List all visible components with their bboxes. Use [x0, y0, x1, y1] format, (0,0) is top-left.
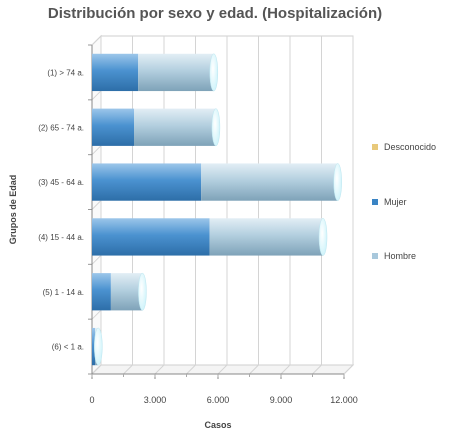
bar-mujer[interactable] [92, 163, 202, 201]
legend-label-hombre[interactable]: Hombre [384, 251, 416, 261]
category-label: (3) 45 - 64 a. [38, 178, 84, 187]
category-separator [91, 254, 102, 265]
chart-title: Distribución por sexo y edad. (Hospitali… [47, 5, 383, 22]
bar-hombre[interactable] [209, 218, 323, 256]
legend-label-mujer[interactable]: Mujer [384, 197, 407, 207]
legend-swatch-mujer [372, 199, 378, 205]
category-label: (1) > 74 a. [47, 68, 84, 77]
x-tick-label: 12.000 [330, 395, 358, 405]
x-tick-label: 3.000 [144, 395, 167, 405]
x-tick-label: 9.000 [270, 395, 293, 405]
bar-end-cap [138, 272, 147, 311]
bar-end-cap [211, 108, 221, 147]
legend-label-desconocido[interactable]: Desconocido [384, 142, 436, 152]
gridline-diag [280, 364, 291, 375]
y-axis-title: Grupos de Edad [8, 175, 18, 245]
bar-end-cap [318, 218, 328, 256]
bar-hombre[interactable] [134, 108, 216, 146]
legend-swatch-desconocido [372, 144, 378, 150]
bar-hombre[interactable] [138, 53, 214, 92]
bar-hombre[interactable] [201, 163, 338, 201]
category-label: (4) 15 - 44 a. [38, 233, 84, 242]
bar-mujer[interactable] [92, 53, 139, 92]
gridline-diag [249, 364, 259, 375]
category-label: (2) 65 - 74 a. [38, 123, 84, 132]
legend-swatch-hombre [372, 253, 378, 259]
bar-mujer[interactable] [92, 218, 210, 256]
category-separator [91, 200, 102, 210]
category-separator [91, 90, 102, 101]
category-separator [91, 309, 102, 320]
bar-mujer[interactable] [92, 327, 96, 366]
category-label: (6) < 1 a. [52, 343, 84, 352]
bar-mujer[interactable] [92, 108, 134, 146]
bar-end-cap [209, 53, 219, 92]
x-tick-label: 6.000 [207, 395, 230, 405]
gridline-diag [123, 364, 133, 375]
gridline-diag [154, 364, 165, 375]
gridline-diag [312, 364, 322, 375]
x-axis-title: Casos [204, 420, 231, 430]
category-label: (5) 1 - 14 a. [43, 288, 84, 297]
x-tick-label: 0 [89, 395, 94, 405]
gridline-diag [343, 364, 354, 375]
bar-mujer[interactable] [92, 273, 111, 311]
gridline-diag [217, 364, 228, 375]
category-separator [91, 35, 102, 46]
gridline-diag [186, 364, 196, 375]
bar-end-cap [94, 327, 103, 366]
category-separator [91, 364, 102, 375]
bar-end-cap [333, 163, 342, 201]
category-separator [91, 145, 102, 156]
bar-hombre[interactable] [110, 273, 143, 311]
